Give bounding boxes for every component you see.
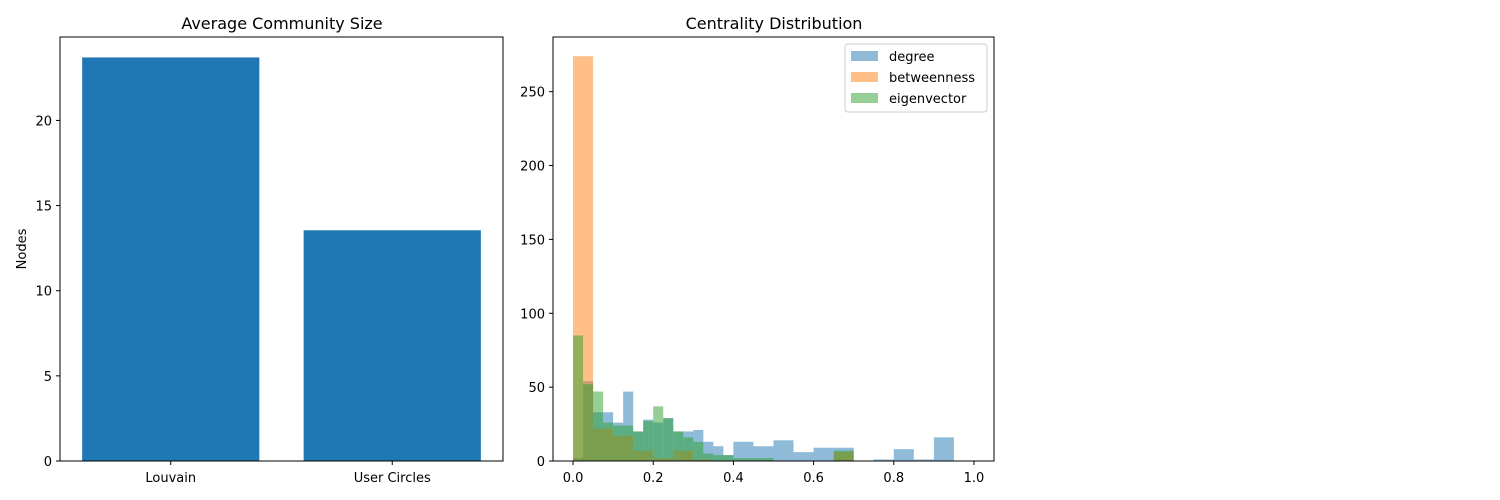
histogram-bar-eigenvector — [683, 437, 694, 461]
legend-swatch-betweenness — [851, 72, 878, 82]
legend-frame — [844, 43, 988, 113]
x-tick-label: Louvain — [145, 471, 196, 486]
bar-chart-title: Average Community Size — [181, 14, 382, 33]
histogram-bar-eigenvector — [653, 406, 664, 461]
histogram-bar-degree — [913, 459, 934, 461]
histogram-title: Centrality Distribution — [686, 14, 863, 33]
x-tick-label: 0.0 — [563, 471, 584, 486]
y-tick-label: 20 — [35, 114, 52, 129]
x-tick-label: User Circles — [354, 471, 431, 486]
bar-chart-panel: Average Community Size Louvain User Circl… — [15, 14, 504, 486]
histogram-bar-eigenvector — [613, 425, 624, 461]
x-tick-label: 0.8 — [883, 471, 904, 486]
histogram-bar-degree — [873, 459, 894, 461]
legend-label-degree: degree — [889, 50, 935, 65]
bar-axes-frame — [59, 36, 504, 462]
y-tick-label: 200 — [520, 160, 545, 175]
legend-label-betweenness: betweenness — [889, 71, 975, 86]
y-tick-label: 250 — [520, 86, 545, 101]
histogram-bar-eigenvector — [833, 450, 854, 461]
histogram-bar-degree — [713, 446, 724, 461]
histogram-plot-area: 0.0 0.2 0.4 0.6 0.8 1.0 0 50 100 150 200 250 — [520, 56, 984, 486]
x-tick-label: 1.0 — [964, 471, 985, 486]
histogram-bar-degree — [753, 446, 774, 461]
y-tick-label: 15 — [35, 200, 52, 215]
legend-swatch-eigenvector — [851, 93, 878, 103]
bar — [82, 57, 260, 461]
y-tick-label: 10 — [35, 285, 52, 300]
bar — [303, 230, 481, 461]
histogram-bar-degree — [813, 447, 834, 461]
histogram-bar-eigenvector — [593, 391, 604, 461]
histogram-bar-eigenvector — [753, 458, 774, 461]
histogram-bar-eigenvector — [723, 455, 734, 461]
histogram-bar-eigenvector — [733, 458, 754, 461]
bar-plot-area: Louvain User Circles 0 5 10 15 20 — [35, 57, 481, 486]
y-tick-label: 0 — [44, 455, 52, 470]
histogram-bar-eigenvector — [623, 425, 634, 461]
histogram-bar-eigenvector — [583, 384, 594, 461]
y-tick-label: 0 — [537, 455, 545, 470]
y-tick-label: 150 — [520, 233, 545, 248]
histogram-bar-degree — [793, 452, 814, 461]
histogram-bar-degree — [733, 441, 754, 461]
histogram-bar-eigenvector — [693, 441, 704, 461]
y-tick-label: 50 — [528, 381, 545, 396]
x-tick-label: 0.4 — [723, 471, 744, 486]
histogram-legend: degree betweenness eigenvector — [844, 43, 988, 113]
bar-y-axis-label: Nodes — [15, 228, 30, 269]
histogram-bar-eigenvector — [673, 431, 684, 461]
y-tick-label: 100 — [520, 307, 545, 322]
x-tick-label: 0.2 — [643, 471, 664, 486]
legend-swatch-degree — [851, 51, 878, 61]
histogram-bar-eigenvector — [603, 422, 614, 461]
histogram-bar-eigenvector — [633, 431, 644, 461]
histogram-bar-eigenvector — [573, 335, 584, 461]
histogram-bar-eigenvector — [643, 421, 654, 461]
y-tick-label: 5 — [44, 370, 52, 385]
histogram-bar-eigenvector — [663, 418, 674, 461]
histogram-bar-eigenvector — [703, 453, 714, 461]
histogram-bar-degree — [703, 441, 714, 461]
histogram-axes-frame — [552, 36, 995, 462]
histogram-bar-degree — [893, 449, 914, 461]
histogram-bar-degree — [933, 437, 954, 461]
histogram-bar-eigenvector — [713, 455, 724, 461]
histogram-panel: Centrality Distribution 0.0 0.2 0.4 0.6 0.8 1… — [520, 14, 995, 486]
x-tick-label: 0.6 — [803, 471, 824, 486]
legend-label-eigenvector: eigenvector — [889, 92, 967, 107]
histogram-bar-degree — [773, 440, 794, 461]
